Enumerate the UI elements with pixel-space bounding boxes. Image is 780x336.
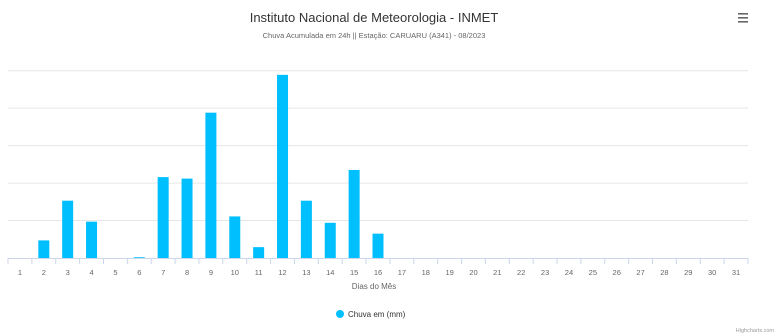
x-tick-label: 29 — [684, 268, 692, 277]
x-tick-label: 3 — [66, 268, 70, 277]
bar-day-11[interactable] — [253, 247, 265, 258]
x-tick-label: 14 — [326, 268, 334, 277]
bar-day-7[interactable] — [157, 177, 169, 258]
x-tick-label: 31 — [732, 268, 740, 277]
x-tick-label: 10 — [231, 268, 239, 277]
bar-day-12[interactable] — [277, 74, 289, 258]
x-tick-label: 27 — [636, 268, 644, 277]
chart-subtitle: Chuva Acumulada em 24h || Estação: CARUA… — [263, 31, 486, 40]
bar-day-8[interactable] — [181, 178, 193, 258]
x-tick-label: 6 — [137, 268, 141, 277]
x-tick-label: 12 — [278, 268, 286, 277]
x-tick-label: 13 — [302, 268, 310, 277]
bar-day-10[interactable] — [229, 216, 241, 258]
bar-day-15[interactable] — [348, 169, 360, 258]
bar-day-13[interactable] — [300, 200, 312, 258]
x-tick-label: 30 — [708, 268, 716, 277]
x-tick-label: 24 — [565, 268, 573, 277]
bar-day-6[interactable] — [133, 257, 145, 259]
x-tick-label: 19 — [445, 268, 453, 277]
bar-day-14[interactable] — [324, 222, 336, 258]
x-tick-label: 17 — [398, 268, 406, 277]
bar-day-4[interactable] — [86, 221, 98, 258]
bar-day-2[interactable] — [38, 240, 50, 258]
credits-link[interactable]: Highcharts.com — [736, 328, 775, 334]
x-tick-label: 5 — [113, 268, 117, 277]
x-axis: 1 2 3 4 5 6 7 8 9 10 11 12 13 14 15 16 17 18 19 20 21 22 23 24 2… — [7, 258, 749, 277]
x-tick-label: 26 — [613, 268, 621, 277]
legend-symbol — [336, 310, 344, 318]
x-tick-label: 9 — [209, 268, 213, 277]
x-tick-label: 20 — [469, 268, 477, 277]
x-tick-label: 8 — [185, 268, 189, 277]
x-axis-title: Dias do Mês — [352, 282, 396, 291]
x-tick-label: 18 — [422, 268, 430, 277]
x-tick-label: 25 — [589, 268, 597, 277]
bar-day-3[interactable] — [62, 200, 74, 258]
x-tick-label: 1 — [18, 268, 22, 277]
legend-label: Chuva em (mm) — [348, 310, 406, 319]
x-tick-label: 11 — [255, 268, 263, 277]
x-tick-label: 7 — [161, 268, 165, 277]
x-tick-label: 28 — [660, 268, 668, 277]
x-tick-label: 21 — [493, 268, 501, 277]
bar-day-9[interactable] — [205, 112, 217, 258]
x-tick-label: 2 — [42, 268, 46, 277]
x-tick-label: 16 — [374, 268, 382, 277]
x-tick-label: 23 — [541, 268, 549, 277]
legend-item[interactable]: Chuva em (mm) — [336, 310, 406, 319]
hamburger-icon[interactable] — [738, 13, 748, 23]
bars — [38, 74, 384, 259]
bar-day-16[interactable] — [372, 233, 384, 258]
x-tick-label: 15 — [350, 268, 358, 277]
chart-title: Instituto Nacional de Meteorologia - INM… — [250, 10, 499, 25]
x-tick-label: 22 — [517, 268, 525, 277]
gridlines — [8, 70, 748, 222]
x-tick-label: 4 — [89, 268, 93, 277]
